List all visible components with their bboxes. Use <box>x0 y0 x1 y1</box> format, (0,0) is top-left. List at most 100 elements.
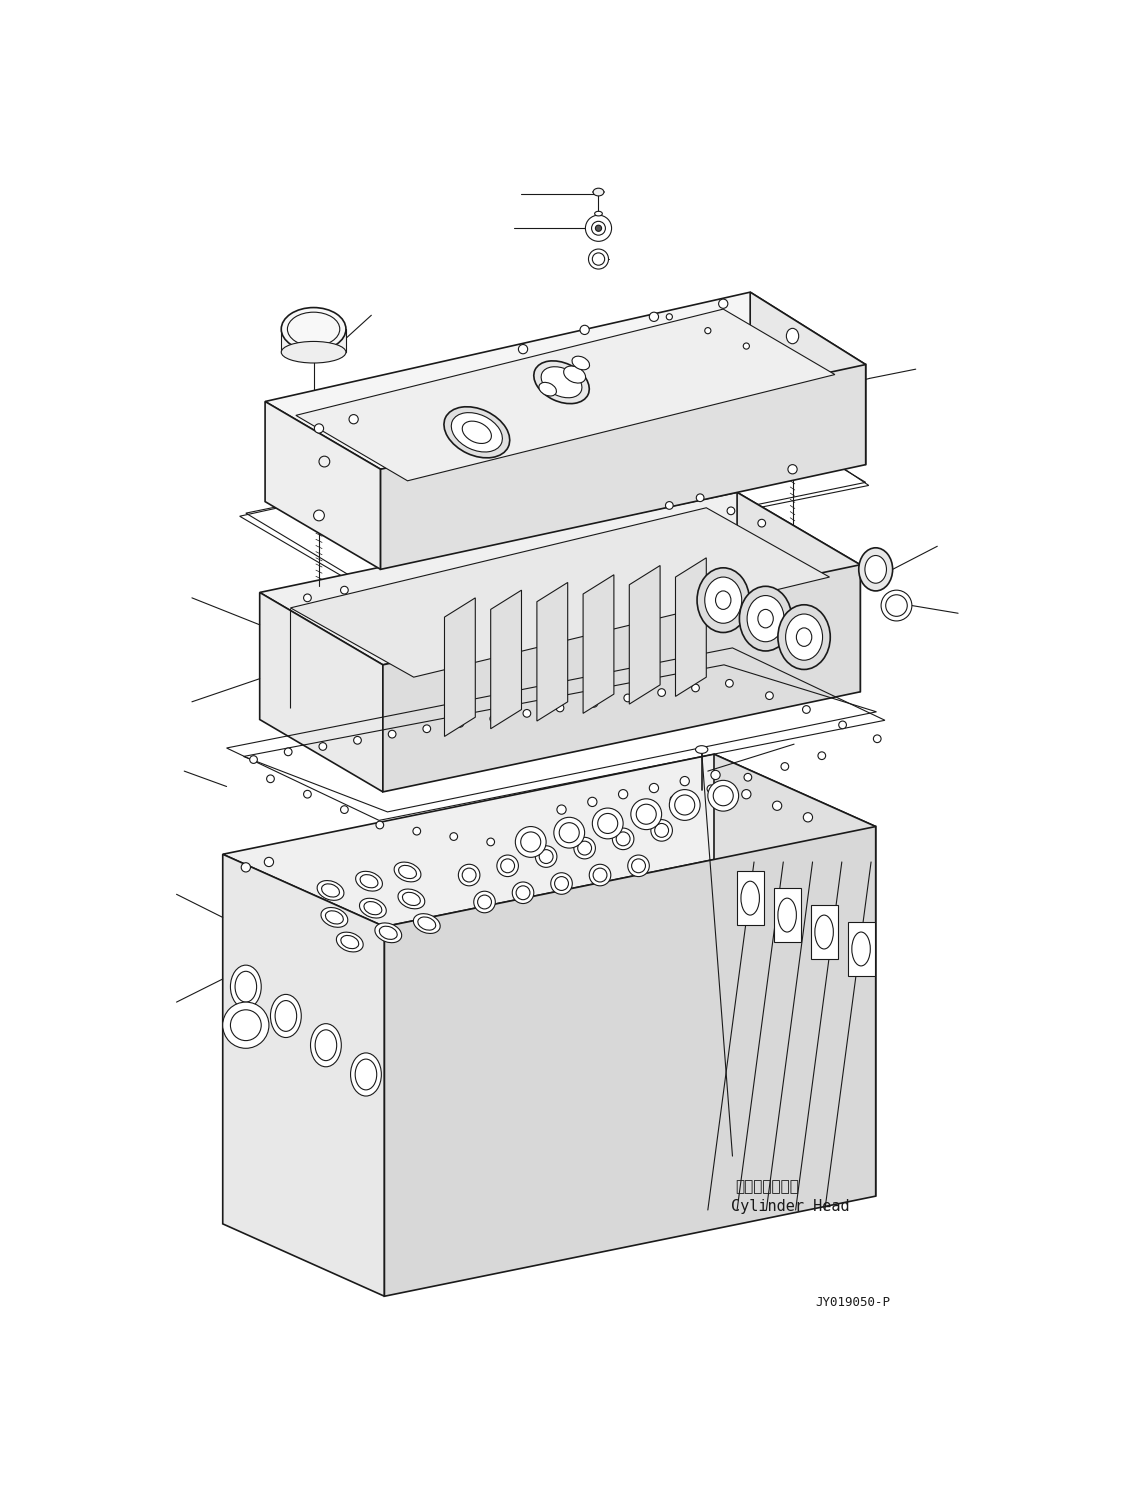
Ellipse shape <box>740 587 792 650</box>
Ellipse shape <box>462 422 491 444</box>
Circle shape <box>557 805 566 814</box>
Circle shape <box>766 692 774 699</box>
Circle shape <box>577 841 592 855</box>
Ellipse shape <box>572 356 590 370</box>
Circle shape <box>223 1002 269 1048</box>
Circle shape <box>478 895 491 909</box>
Ellipse shape <box>399 866 416 879</box>
Circle shape <box>349 414 358 423</box>
Circle shape <box>314 423 323 434</box>
Polygon shape <box>296 309 834 481</box>
Polygon shape <box>290 508 830 677</box>
Ellipse shape <box>695 745 708 753</box>
Ellipse shape <box>593 189 604 196</box>
Ellipse shape <box>341 936 359 949</box>
Ellipse shape <box>311 1023 342 1066</box>
Ellipse shape <box>355 872 383 891</box>
Circle shape <box>557 704 563 711</box>
Ellipse shape <box>351 1053 382 1096</box>
Ellipse shape <box>758 609 774 628</box>
Circle shape <box>788 465 797 474</box>
Circle shape <box>719 298 728 309</box>
Circle shape <box>666 313 672 319</box>
Ellipse shape <box>697 567 750 633</box>
Circle shape <box>231 1010 262 1041</box>
Polygon shape <box>445 598 475 737</box>
Polygon shape <box>774 888 801 941</box>
Circle shape <box>539 849 553 863</box>
Circle shape <box>319 742 327 750</box>
Polygon shape <box>583 575 614 713</box>
Circle shape <box>456 720 464 728</box>
Polygon shape <box>737 493 861 692</box>
Ellipse shape <box>275 1001 297 1032</box>
Text: JY019050-P: JY019050-P <box>816 1296 890 1308</box>
Circle shape <box>487 838 495 846</box>
Ellipse shape <box>281 342 346 362</box>
Ellipse shape <box>705 578 742 624</box>
Circle shape <box>670 790 701 820</box>
Polygon shape <box>259 493 861 665</box>
Ellipse shape <box>538 382 557 396</box>
Ellipse shape <box>748 595 784 642</box>
Circle shape <box>497 855 519 876</box>
Circle shape <box>649 312 658 321</box>
Circle shape <box>353 737 361 744</box>
Circle shape <box>423 725 431 732</box>
Circle shape <box>743 343 750 349</box>
Ellipse shape <box>541 367 582 398</box>
Ellipse shape <box>443 407 510 457</box>
Circle shape <box>523 710 530 717</box>
Circle shape <box>881 590 912 621</box>
Circle shape <box>632 858 646 873</box>
Polygon shape <box>676 558 706 696</box>
Ellipse shape <box>785 613 823 661</box>
Polygon shape <box>490 590 521 729</box>
Ellipse shape <box>741 881 759 915</box>
Ellipse shape <box>778 898 797 933</box>
Circle shape <box>313 509 325 521</box>
Ellipse shape <box>360 898 386 918</box>
Circle shape <box>839 722 847 729</box>
Circle shape <box>692 685 700 692</box>
Ellipse shape <box>418 916 435 930</box>
Ellipse shape <box>355 1059 377 1090</box>
Circle shape <box>519 345 528 353</box>
Circle shape <box>727 506 735 515</box>
Circle shape <box>473 891 495 913</box>
Circle shape <box>241 863 250 872</box>
Ellipse shape <box>865 555 887 584</box>
Circle shape <box>616 832 630 846</box>
Circle shape <box>523 833 530 841</box>
Circle shape <box>708 786 714 793</box>
Circle shape <box>304 594 311 601</box>
Circle shape <box>637 805 656 824</box>
Ellipse shape <box>235 971 257 1002</box>
Circle shape <box>389 731 395 738</box>
Circle shape <box>376 821 384 829</box>
Circle shape <box>649 784 658 793</box>
Circle shape <box>628 855 649 876</box>
Ellipse shape <box>394 863 421 882</box>
Ellipse shape <box>336 933 363 952</box>
Circle shape <box>670 796 678 803</box>
Circle shape <box>624 693 632 702</box>
Circle shape <box>742 790 751 799</box>
Ellipse shape <box>315 1029 337 1060</box>
Ellipse shape <box>271 995 302 1038</box>
Circle shape <box>559 823 580 842</box>
Circle shape <box>597 817 604 824</box>
Polygon shape <box>265 401 381 569</box>
Ellipse shape <box>786 328 799 343</box>
Circle shape <box>574 838 596 858</box>
Circle shape <box>319 456 330 466</box>
Polygon shape <box>384 827 876 1296</box>
Ellipse shape <box>398 890 425 909</box>
Circle shape <box>450 833 457 841</box>
Polygon shape <box>265 293 865 469</box>
Circle shape <box>341 587 349 594</box>
Polygon shape <box>259 593 383 792</box>
Polygon shape <box>383 564 861 792</box>
Circle shape <box>657 689 665 696</box>
Ellipse shape <box>451 413 503 451</box>
